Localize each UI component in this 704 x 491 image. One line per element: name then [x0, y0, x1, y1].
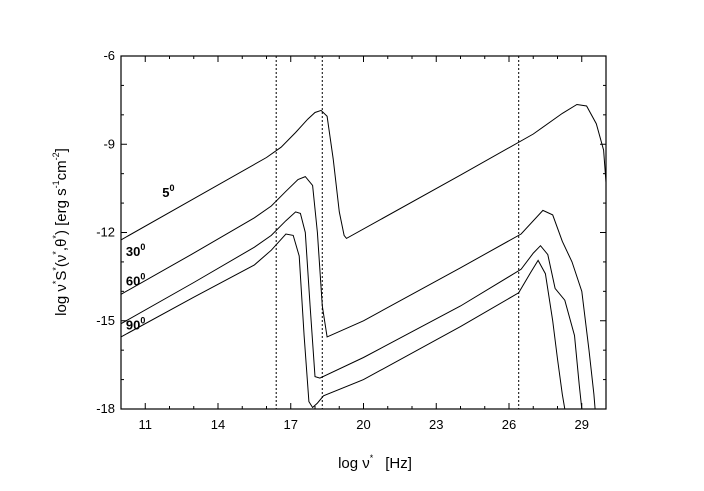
series-line-90deg [120, 233, 566, 410]
y-tick-label: -6 [103, 48, 115, 63]
x-tick-label: 23 [429, 417, 443, 432]
x-tick-label: 26 [502, 417, 516, 432]
x-tick-label: 11 [139, 417, 153, 432]
tick-labels: 11 14 17 20 23 26 29 -18 -15 -12 -9 -6 [96, 48, 589, 432]
series-line-30deg [120, 176, 596, 410]
y-axis-title: log ν*S*(ν*,θ*) [erg s-1cm-2] [51, 148, 70, 316]
curve-labels: 50 300 600 900 [126, 183, 175, 332]
curve-label-90deg: 900 [126, 316, 145, 333]
curve-label-5deg: 50 [162, 183, 174, 200]
axis-ticks [120, 55, 607, 410]
x-tick-label: 14 [211, 417, 225, 432]
curve-label-60deg: 600 [126, 271, 145, 288]
plot-frame [120, 55, 607, 410]
vertical-reference-lines [275, 56, 520, 409]
curve-label-30deg: 300 [126, 242, 145, 259]
chart-curves [120, 103, 607, 410]
x-tick-label: 29 [575, 417, 589, 432]
y-tick-label: -9 [103, 136, 115, 151]
x-tick-label: 20 [356, 417, 370, 432]
y-tick-label: -15 [96, 313, 115, 328]
y-tick-label: -18 [96, 401, 115, 416]
series-line-60deg [120, 211, 583, 410]
series-line-5deg [120, 103, 607, 241]
x-tick-label: 17 [284, 417, 298, 432]
y-tick-label: -12 [96, 225, 115, 240]
x-axis-title: log ν* [Hz] [338, 453, 412, 472]
